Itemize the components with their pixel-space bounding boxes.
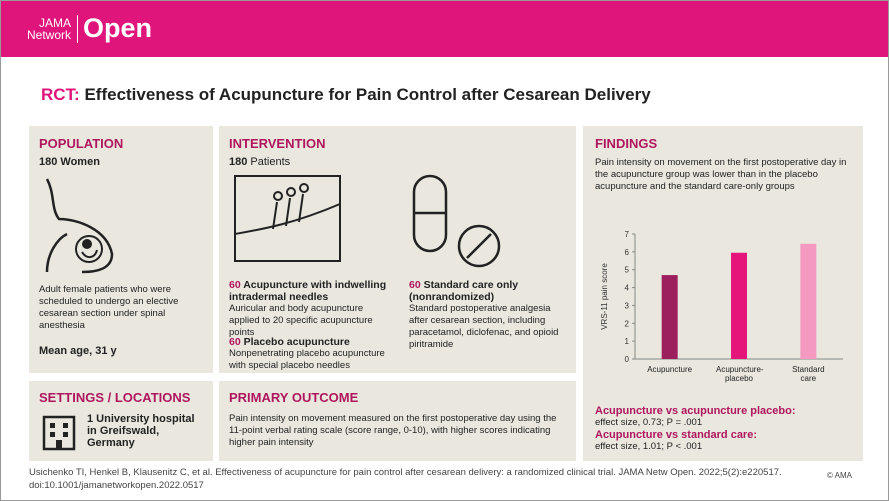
- x-tick-label: Standard care: [792, 365, 825, 383]
- panel-heading: PRIMARY OUTCOME: [229, 390, 359, 405]
- panel-heading: INTERVENTION: [229, 136, 326, 151]
- header-bar: [1, 1, 888, 57]
- y-tick-label: 5: [625, 266, 630, 275]
- acupuncture-icon: [234, 175, 341, 262]
- panel-heading: SETTINGS / LOCATIONS: [39, 390, 191, 405]
- count-number: 180: [229, 156, 248, 168]
- chart: VRS-11 pain score 0 1 2 3 4 5 6 7: [600, 230, 843, 364]
- title-prefix: RCT:: [41, 85, 80, 104]
- group-name: Placebo acupuncture: [243, 336, 350, 348]
- intervention-count: 180 Patients: [229, 156, 290, 168]
- group-3: 60 Standard care only (nonrandomized) St…: [409, 279, 559, 351]
- group-description: Nonpenetrating placebo acupuncture with …: [229, 348, 385, 371]
- findings-panel: FINDINGS Pain intensity on movement on t…: [583, 126, 863, 461]
- comparison-text: effect size, 1.01; P < .001: [595, 441, 703, 452]
- population-description: Adult female patients who were scheduled…: [39, 284, 179, 331]
- settings-panel: SETTINGS / LOCATIONS 1 University hospit…: [29, 381, 213, 461]
- title: RCT: Effectiveness of Acupuncture for Pa…: [41, 85, 651, 105]
- panel-heading: POPULATION: [39, 136, 124, 151]
- logo-top: JAMA: [38, 16, 71, 30]
- logo-small: JAMA Network: [25, 17, 71, 41]
- outcome-text: Pain intensity on movement measured on t…: [229, 413, 557, 448]
- comparison-label: Acupuncture vs acupuncture placebo:: [595, 405, 796, 417]
- y-tick-label: 2: [625, 319, 630, 328]
- logo-main: Open: [83, 13, 153, 43]
- copyright: © AMA: [827, 471, 853, 480]
- bar: [731, 252, 747, 359]
- population-age: Mean age, 31 y: [39, 345, 117, 357]
- pregnant-icon: [45, 178, 114, 274]
- comparisons: Acupuncture vs acupuncture placebo: effe…: [595, 405, 855, 453]
- hospital-icon: [42, 415, 76, 451]
- group-description: Standard postoperative analgesia after c…: [409, 303, 559, 350]
- citation: Usichenko TI, Henkel B, Klausenitz C, et…: [29, 467, 782, 491]
- pill-icon: [412, 174, 501, 268]
- bar: [800, 243, 817, 359]
- settings-text: 1 University hospital in Greifswald, Ger…: [87, 413, 195, 449]
- outcome-panel: PRIMARY OUTCOME Pain intensity on moveme…: [219, 381, 576, 461]
- y-axis-label: VRS-11 pain score: [600, 263, 609, 330]
- group-name: Standard care only (nonrandomized): [409, 279, 519, 303]
- group-name: Acupuncture with indwelling intradermal …: [229, 279, 387, 303]
- y-tick-label: 4: [625, 284, 630, 293]
- y-tick-label: 6: [625, 248, 630, 257]
- group-n: 60: [409, 279, 421, 291]
- x-tick-label: Acupuncture-placebo: [716, 365, 764, 383]
- comparison-text: effect size, 0.73; P = .001: [595, 417, 703, 428]
- comparison-label: Acupuncture vs standard care:: [595, 429, 757, 441]
- group-1: 60 Acupuncture with indwelling intraderm…: [229, 279, 394, 339]
- panel-heading: FINDINGS: [595, 136, 658, 151]
- intervention-panel: INTERVENTION 180 Patients 60 Acupuncture…: [219, 126, 576, 373]
- logo-divider: [77, 15, 78, 43]
- count-label: Patients: [250, 156, 291, 168]
- group-n: 60: [229, 336, 241, 348]
- y-tick-label: 7: [625, 230, 630, 239]
- bar: [661, 275, 678, 359]
- group-2: 60 Placebo acupuncture Nonpenetrating pl…: [229, 336, 394, 372]
- group-n: 60: [229, 279, 241, 291]
- title-text: Effectiveness of Acupuncture for Pain Co…: [84, 85, 651, 104]
- chart-wrap: VRS-11 pain score 0 1 2 3 4 5 6 7 Acupuncture Acu…: [593, 226, 855, 401]
- y-tick-label: 3: [625, 301, 630, 310]
- x-tick-label: Acupuncture: [647, 365, 693, 374]
- y-tick-label: 1: [625, 337, 630, 346]
- logo-bottom: Network: [26, 28, 71, 42]
- population-panel: POPULATION 180 Women Adult female patien…: [29, 126, 213, 373]
- y-tick-label: 0: [625, 355, 630, 364]
- population-count: 180 Women: [39, 156, 100, 168]
- findings-summary: Pain intensity on movement on the first …: [595, 157, 847, 192]
- group-description: Auricular and body acupuncture applied t…: [229, 303, 373, 338]
